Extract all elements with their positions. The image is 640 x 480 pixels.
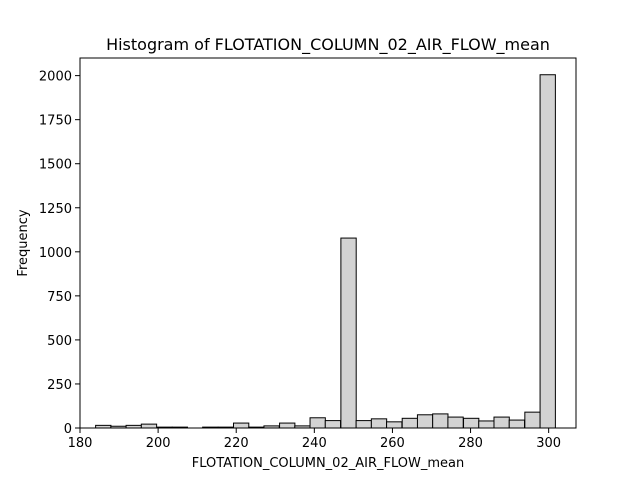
y-axis-ticks: 0 250 500 750 1000 1250 1500 1750 2000 (39, 70, 80, 437)
y-tick-label-6: 1500 (39, 158, 72, 173)
histogram-bar-18 (370, 418, 388, 429)
chart-title: Histogram of FLOTATION_COLUMN_02_AIR_FLO… (106, 35, 550, 55)
histogram-bar-14 (309, 417, 326, 429)
histogram-bar-22 (432, 413, 449, 429)
histogram-bar-16 (340, 237, 357, 429)
x-tick-label-4: 260 (380, 436, 405, 451)
y-tick-label-8: 2000 (39, 70, 72, 85)
x-tick-label-1: 200 (146, 436, 171, 451)
plot-frame (79, 57, 577, 429)
x-tick-label-6: 300 (536, 436, 561, 451)
histogram-bar-3 (140, 423, 158, 429)
y-tick-label-1: 250 (47, 378, 72, 393)
y-tick-label-3: 750 (47, 290, 72, 305)
histogram-bar-27 (508, 419, 526, 429)
histogram-bar-19 (386, 421, 403, 429)
histogram-bar-26 (493, 416, 510, 429)
x-tick-label-2: 220 (224, 436, 249, 451)
y-axis-label: Frequency (16, 209, 31, 276)
y-tick-label-5: 1250 (39, 202, 72, 217)
histogram-bar-17 (355, 420, 372, 429)
histogram-bar-24 (463, 417, 480, 429)
histogram-bar-20 (401, 417, 419, 429)
x-tick-label-3: 240 (302, 436, 327, 451)
histogram-bar-23 (447, 416, 464, 429)
y-tick-label-0: 0 (64, 422, 72, 437)
histogram-bar-21 (416, 414, 434, 429)
x-tick-label-0: 180 (68, 436, 93, 451)
x-axis-ticks: 180 200 220 240 260 280 300 (68, 428, 561, 451)
y-tick-label-4: 1000 (39, 246, 72, 261)
histogram-bar-25 (478, 420, 495, 429)
y-tick-label-2: 500 (47, 334, 72, 349)
histogram-bar-29 (539, 74, 556, 429)
x-tick-label-5: 280 (458, 436, 483, 451)
histogram-bar-9 (232, 422, 250, 429)
histogram-bar-28 (524, 411, 541, 429)
y-tick-label-7: 1750 (39, 114, 72, 129)
histogram-bar-12 (279, 422, 296, 429)
histogram-bar-15 (324, 420, 342, 429)
x-axis-label: FLOTATION_COLUMN_02_AIR_FLOW_mean (192, 456, 464, 471)
